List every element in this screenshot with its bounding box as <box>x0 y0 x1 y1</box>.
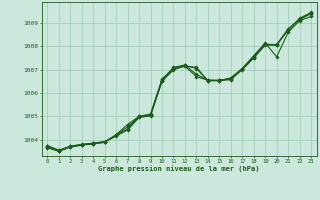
X-axis label: Graphe pression niveau de la mer (hPa): Graphe pression niveau de la mer (hPa) <box>99 166 260 172</box>
